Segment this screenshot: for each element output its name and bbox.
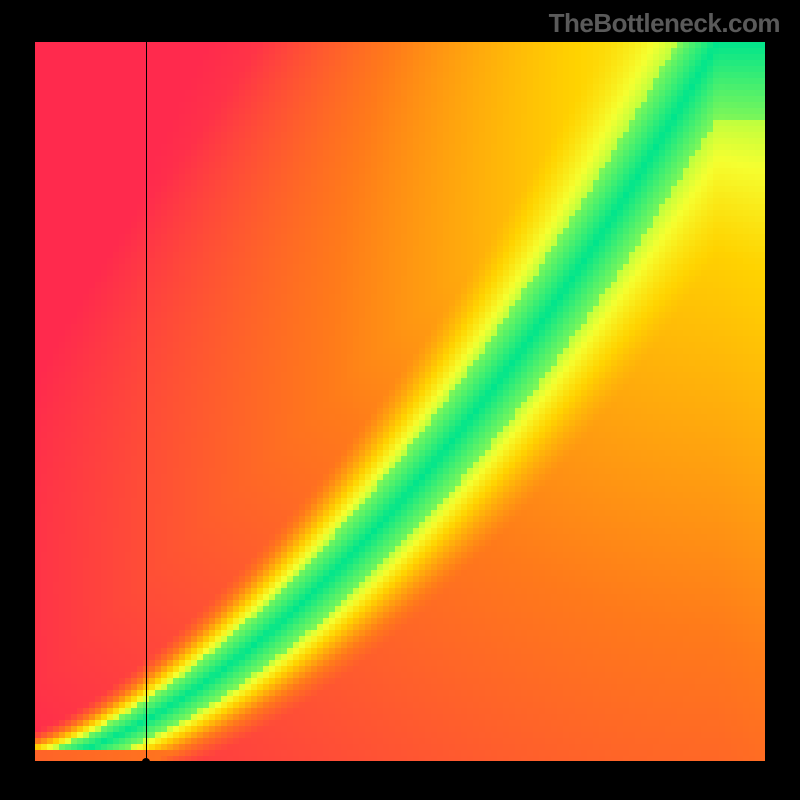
chart-container: TheBottleneck.com bbox=[0, 0, 800, 800]
marker-point bbox=[142, 758, 150, 766]
heatmap-canvas bbox=[35, 42, 765, 762]
plot-area bbox=[35, 42, 765, 762]
watermark-text: TheBottleneck.com bbox=[549, 8, 780, 39]
crosshair-vertical bbox=[146, 42, 147, 762]
